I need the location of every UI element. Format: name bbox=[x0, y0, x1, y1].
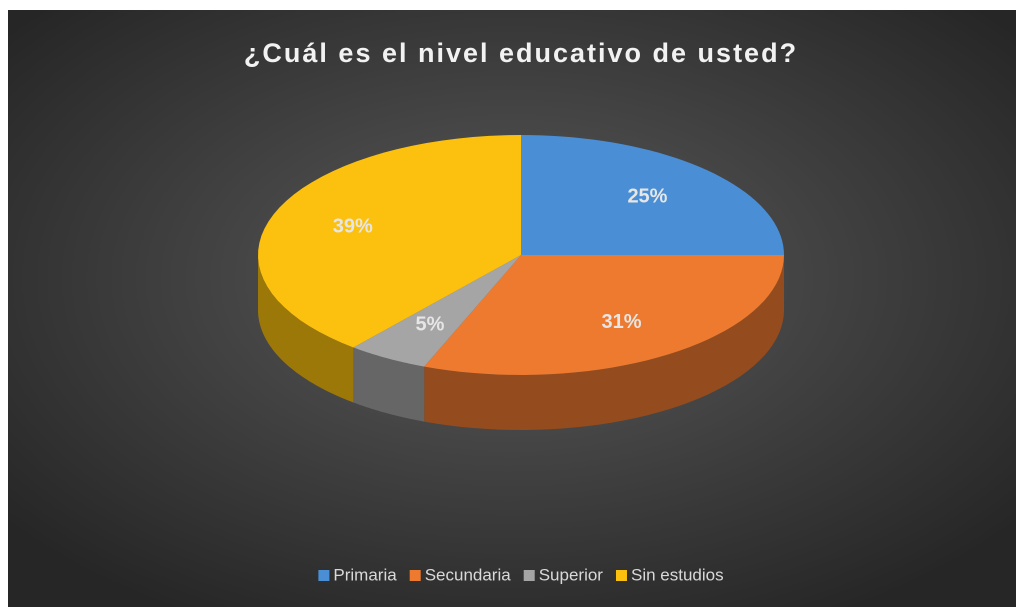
pie-slice-side bbox=[424, 255, 784, 430]
pie-slice-side bbox=[353, 347, 425, 422]
legend-label: Superior bbox=[539, 565, 604, 584]
data-label: 25% bbox=[627, 186, 667, 208]
data-label: 39% bbox=[333, 216, 373, 238]
legend-label: Secundaria bbox=[425, 565, 512, 584]
legend-label: Sin estudios bbox=[631, 565, 724, 584]
legend-label: Primaria bbox=[333, 565, 397, 584]
legend-swatch bbox=[523, 570, 535, 581]
legend-swatch bbox=[318, 570, 330, 581]
pie-slice bbox=[258, 135, 521, 348]
data-label: 31% bbox=[602, 311, 642, 333]
pie-slice bbox=[521, 135, 784, 255]
legend-swatch bbox=[409, 570, 421, 581]
chart-title: ¿Cuál es el nivel educativo de usted? bbox=[244, 38, 798, 68]
pie-slice bbox=[424, 255, 784, 375]
data-label: 5% bbox=[416, 314, 445, 336]
pie-slice bbox=[353, 255, 521, 367]
pie-slice-side bbox=[258, 255, 354, 403]
legend-swatch bbox=[615, 570, 627, 581]
legend: Primaria Secundaria Superior Sin estudios bbox=[318, 565, 724, 584]
